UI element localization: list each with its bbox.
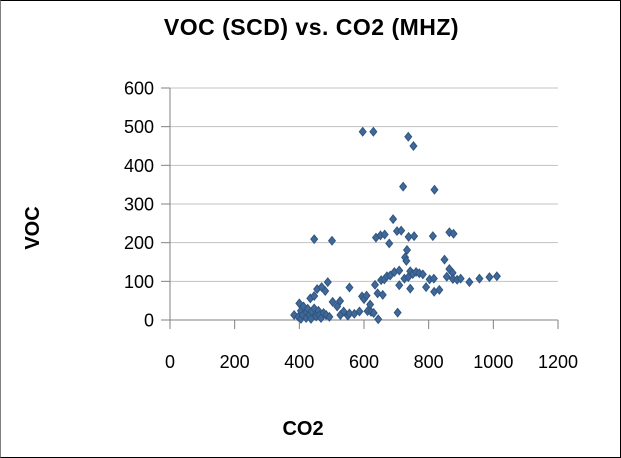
data-point-marker bbox=[325, 311, 334, 322]
y-tick-label-100: 100 bbox=[124, 272, 154, 292]
data-point-marker bbox=[369, 126, 378, 137]
data-point-marker bbox=[456, 273, 465, 284]
x-axis-title: CO2 bbox=[282, 418, 324, 440]
data-point-marker bbox=[397, 225, 406, 236]
data-point-marker bbox=[430, 184, 439, 195]
data-point-marker bbox=[369, 308, 378, 319]
data-point-marker bbox=[362, 290, 371, 301]
data-point-marker bbox=[485, 272, 494, 283]
data-point-marker bbox=[428, 231, 437, 242]
data-point-marker bbox=[374, 314, 383, 325]
y-tick-label-200: 200 bbox=[124, 233, 154, 253]
y-tick-label-400: 400 bbox=[124, 156, 154, 176]
data-point-marker bbox=[378, 289, 387, 300]
x-tick-label-800: 800 bbox=[414, 352, 444, 372]
data-point-marker bbox=[402, 255, 411, 266]
data-point-marker bbox=[399, 181, 408, 192]
y-tick-label-600: 600 bbox=[124, 79, 154, 99]
data-point-marker bbox=[395, 265, 404, 276]
data-point-marker bbox=[373, 288, 382, 299]
data-point-marker bbox=[442, 271, 451, 282]
y-tick-label-300: 300 bbox=[124, 195, 154, 215]
data-point-marker bbox=[445, 227, 454, 238]
data-point-marker bbox=[449, 228, 458, 239]
x-tick-label-1000: 1000 bbox=[473, 352, 513, 372]
y-tick-label-500: 500 bbox=[124, 117, 154, 137]
chart-title: VOC (SCD) vs. CO2 (MHZ) bbox=[163, 14, 460, 40]
data-point-marker bbox=[402, 245, 412, 256]
y-tick-label-0: 0 bbox=[144, 311, 154, 331]
data-point-marker bbox=[393, 307, 402, 318]
data-point-marker bbox=[389, 214, 398, 225]
data-point-marker bbox=[429, 273, 438, 284]
data-point-marker bbox=[380, 229, 389, 240]
data-point-marker bbox=[323, 277, 332, 288]
data-point-marker bbox=[418, 269, 427, 280]
data-point-marker bbox=[395, 280, 404, 291]
data-point-marker bbox=[406, 283, 415, 294]
data-point-marker bbox=[336, 296, 345, 307]
data-point-marker bbox=[435, 284, 444, 295]
x-tick-label-200: 200 bbox=[220, 352, 250, 372]
x-tick-label-400: 400 bbox=[284, 352, 314, 372]
data-point-marker bbox=[355, 306, 364, 317]
data-point-marker bbox=[422, 282, 431, 293]
data-point-marker bbox=[385, 238, 394, 249]
data-point-marker bbox=[410, 231, 419, 242]
data-point-marker bbox=[321, 286, 330, 296]
x-tick-label-600: 600 bbox=[349, 352, 379, 372]
data-point-marker bbox=[475, 273, 484, 284]
data-point-marker bbox=[409, 141, 418, 151]
data-point-marker bbox=[310, 291, 319, 302]
data-point-marker bbox=[370, 279, 380, 290]
data-point-marker bbox=[345, 282, 354, 293]
data-point-marker bbox=[404, 131, 413, 142]
data-point-marker bbox=[440, 254, 449, 265]
data-point-marker bbox=[465, 277, 474, 288]
x-tick-label-1200: 1200 bbox=[538, 352, 578, 372]
data-point-marker bbox=[310, 234, 319, 245]
data-point-marker bbox=[358, 126, 367, 137]
data-point-marker bbox=[339, 306, 348, 317]
data-point-marker bbox=[328, 296, 337, 307]
data-point-marker bbox=[492, 271, 501, 282]
x-tick-label-0: 0 bbox=[165, 352, 175, 372]
data-point-marker bbox=[327, 235, 337, 246]
